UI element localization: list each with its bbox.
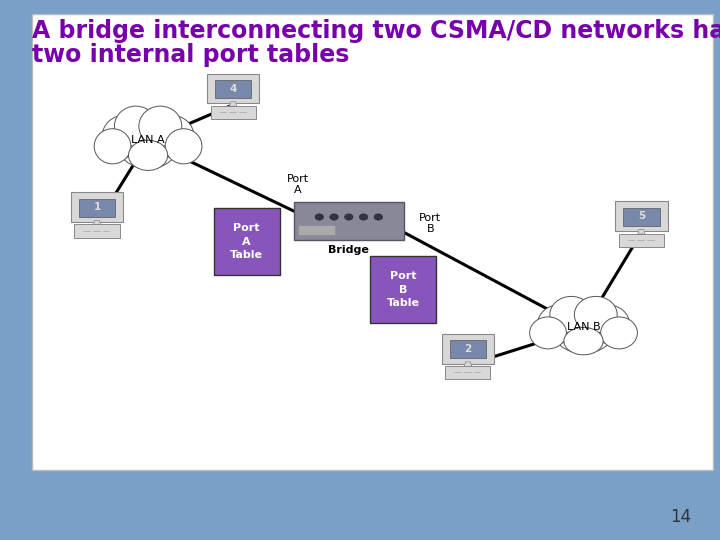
- Polygon shape: [230, 102, 237, 106]
- Ellipse shape: [128, 140, 168, 171]
- Text: 1: 1: [94, 202, 101, 212]
- FancyBboxPatch shape: [79, 199, 115, 217]
- Polygon shape: [638, 230, 645, 234]
- Circle shape: [315, 214, 323, 220]
- Text: LAN A: LAN A: [131, 135, 165, 145]
- Text: Bridge: Bridge: [328, 245, 369, 255]
- FancyBboxPatch shape: [624, 208, 660, 226]
- Ellipse shape: [102, 115, 148, 157]
- FancyBboxPatch shape: [298, 225, 335, 235]
- FancyBboxPatch shape: [214, 208, 279, 275]
- Text: two internal port tables: two internal port tables: [32, 43, 350, 67]
- FancyBboxPatch shape: [615, 201, 667, 231]
- Ellipse shape: [564, 327, 603, 355]
- FancyBboxPatch shape: [618, 233, 664, 247]
- Ellipse shape: [165, 129, 202, 164]
- FancyBboxPatch shape: [32, 14, 713, 470]
- Ellipse shape: [116, 113, 180, 169]
- Ellipse shape: [149, 115, 194, 157]
- Circle shape: [345, 214, 353, 220]
- Ellipse shape: [94, 129, 131, 164]
- Circle shape: [359, 214, 368, 220]
- Text: Port
A: Port A: [287, 174, 309, 195]
- FancyBboxPatch shape: [215, 80, 251, 98]
- Ellipse shape: [584, 305, 629, 343]
- FancyBboxPatch shape: [294, 202, 404, 240]
- Ellipse shape: [538, 305, 583, 343]
- Text: 2: 2: [464, 343, 472, 354]
- Text: 5: 5: [638, 211, 645, 221]
- Text: 4: 4: [230, 84, 237, 93]
- Polygon shape: [94, 220, 101, 225]
- Ellipse shape: [575, 296, 617, 333]
- Text: Port
A
Table: Port A Table: [230, 224, 264, 260]
- Ellipse shape: [552, 303, 616, 354]
- Polygon shape: [464, 362, 472, 366]
- FancyBboxPatch shape: [441, 334, 494, 363]
- Circle shape: [330, 214, 338, 220]
- FancyBboxPatch shape: [210, 106, 256, 119]
- FancyBboxPatch shape: [445, 366, 490, 379]
- Circle shape: [374, 214, 382, 220]
- Text: Port
B
Table: Port B Table: [387, 272, 420, 308]
- Text: A bridge interconnecting two CSMA/CD networks has: A bridge interconnecting two CSMA/CD net…: [32, 19, 720, 43]
- Ellipse shape: [550, 296, 593, 333]
- FancyBboxPatch shape: [71, 192, 123, 222]
- FancyBboxPatch shape: [371, 256, 436, 323]
- Ellipse shape: [114, 106, 157, 146]
- Ellipse shape: [600, 317, 637, 349]
- Text: LAN B: LAN B: [567, 322, 600, 333]
- Text: 14: 14: [670, 509, 691, 526]
- FancyBboxPatch shape: [207, 73, 259, 104]
- Ellipse shape: [139, 106, 181, 146]
- FancyBboxPatch shape: [74, 225, 120, 238]
- Text: Port
B: Port B: [419, 213, 441, 234]
- FancyBboxPatch shape: [450, 340, 486, 359]
- Ellipse shape: [530, 317, 567, 349]
